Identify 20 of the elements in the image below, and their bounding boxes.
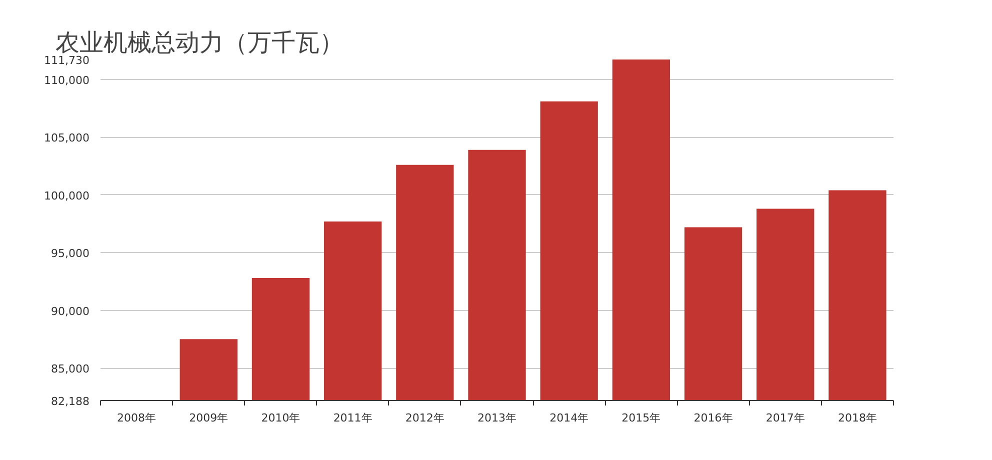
x-tick-label: 2009年 <box>189 412 228 424</box>
x-tick-label: 2013年 <box>478 412 517 424</box>
x-tick-label: 2017年 <box>766 412 805 424</box>
y-tick-label: 100,000 <box>44 189 90 202</box>
y-tick-label: 105,000 <box>44 132 90 145</box>
y-tick-label: 111,730 <box>44 54 90 67</box>
y-tick-label: 95,000 <box>51 247 90 260</box>
x-tick-label: 2015年 <box>622 412 661 424</box>
x-tick-label: 2016年 <box>694 412 733 424</box>
x-tick-label: 2012年 <box>405 412 444 424</box>
x-tick-label: 2018年 <box>838 412 877 424</box>
y-tick-label: 82,188 <box>51 395 90 408</box>
x-tick-label: 2014年 <box>550 412 589 424</box>
y-tick-label: 110,000 <box>44 74 90 87</box>
y-tick-label: 85,000 <box>51 362 90 376</box>
chart-title: 农业机械总动力（万千瓦） <box>56 28 344 56</box>
x-tick-label: 2010年 <box>261 412 300 424</box>
x-tick-label: 2008年 <box>117 412 156 424</box>
y-tick-label: 90,000 <box>51 304 90 318</box>
x-tick-label: 2011年 <box>333 412 372 424</box>
